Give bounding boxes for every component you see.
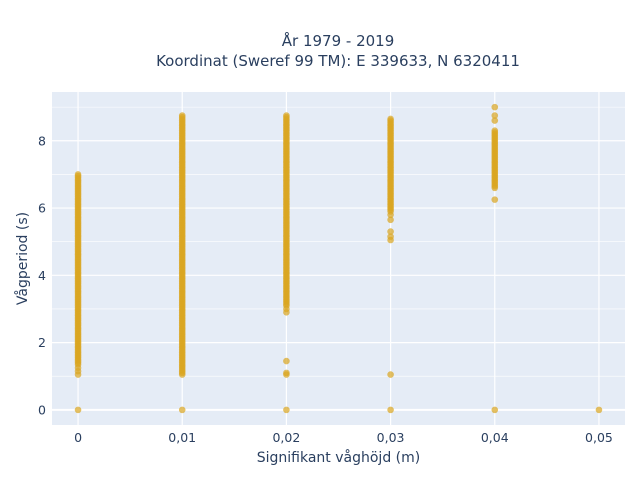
x-tick-label: 0,02 <box>272 430 300 445</box>
y-tick-label: 4 <box>38 268 46 283</box>
data-point <box>178 112 186 119</box>
data-point <box>387 406 394 414</box>
data-point <box>387 115 394 123</box>
data-point <box>491 127 499 134</box>
y-axis-title: Vågperiod (s) <box>14 212 31 305</box>
data-point <box>595 406 603 414</box>
data-point <box>387 211 394 219</box>
data-point <box>491 112 499 119</box>
data-point <box>283 369 290 377</box>
data-point <box>283 406 290 414</box>
data-point <box>74 406 82 414</box>
x-tick-label: 0,05 <box>585 430 613 445</box>
data-point <box>387 233 394 240</box>
plot-area <box>52 92 625 425</box>
tick-labels: 0 2 4 6 8 0 0,01 0,02 0,03 0,04 0,05 <box>38 133 613 445</box>
x-tick-label: 0,01 <box>168 430 196 445</box>
data-point <box>491 406 499 414</box>
data-point <box>387 228 394 235</box>
data-point <box>491 103 499 111</box>
data-points <box>74 103 603 414</box>
chart-title: År 1979 - 2019 <box>282 31 395 50</box>
data-point <box>491 196 499 203</box>
x-axis-title: Signifikant våghöjd (m) <box>257 449 420 466</box>
x-tick-label: 0,03 <box>377 430 405 445</box>
data-point <box>283 357 290 365</box>
data-point <box>74 171 82 178</box>
x-tick-label: 0 <box>74 430 82 445</box>
data-point <box>491 117 499 124</box>
y-tick-label: 2 <box>38 335 46 350</box>
data-point <box>178 406 186 414</box>
y-tick-label: 0 <box>38 402 46 417</box>
y-tick-label: 6 <box>38 201 46 216</box>
x-tick-label: 0,04 <box>481 430 509 445</box>
data-point <box>74 364 82 372</box>
data-point <box>387 216 394 224</box>
data-point <box>387 371 394 378</box>
y-tick-label: 8 <box>38 133 46 148</box>
data-point <box>283 112 290 119</box>
data-point <box>283 305 290 313</box>
chart-subtitle: Koordinat (Sweref 99 TM): E 339633, N 63… <box>156 52 520 70</box>
